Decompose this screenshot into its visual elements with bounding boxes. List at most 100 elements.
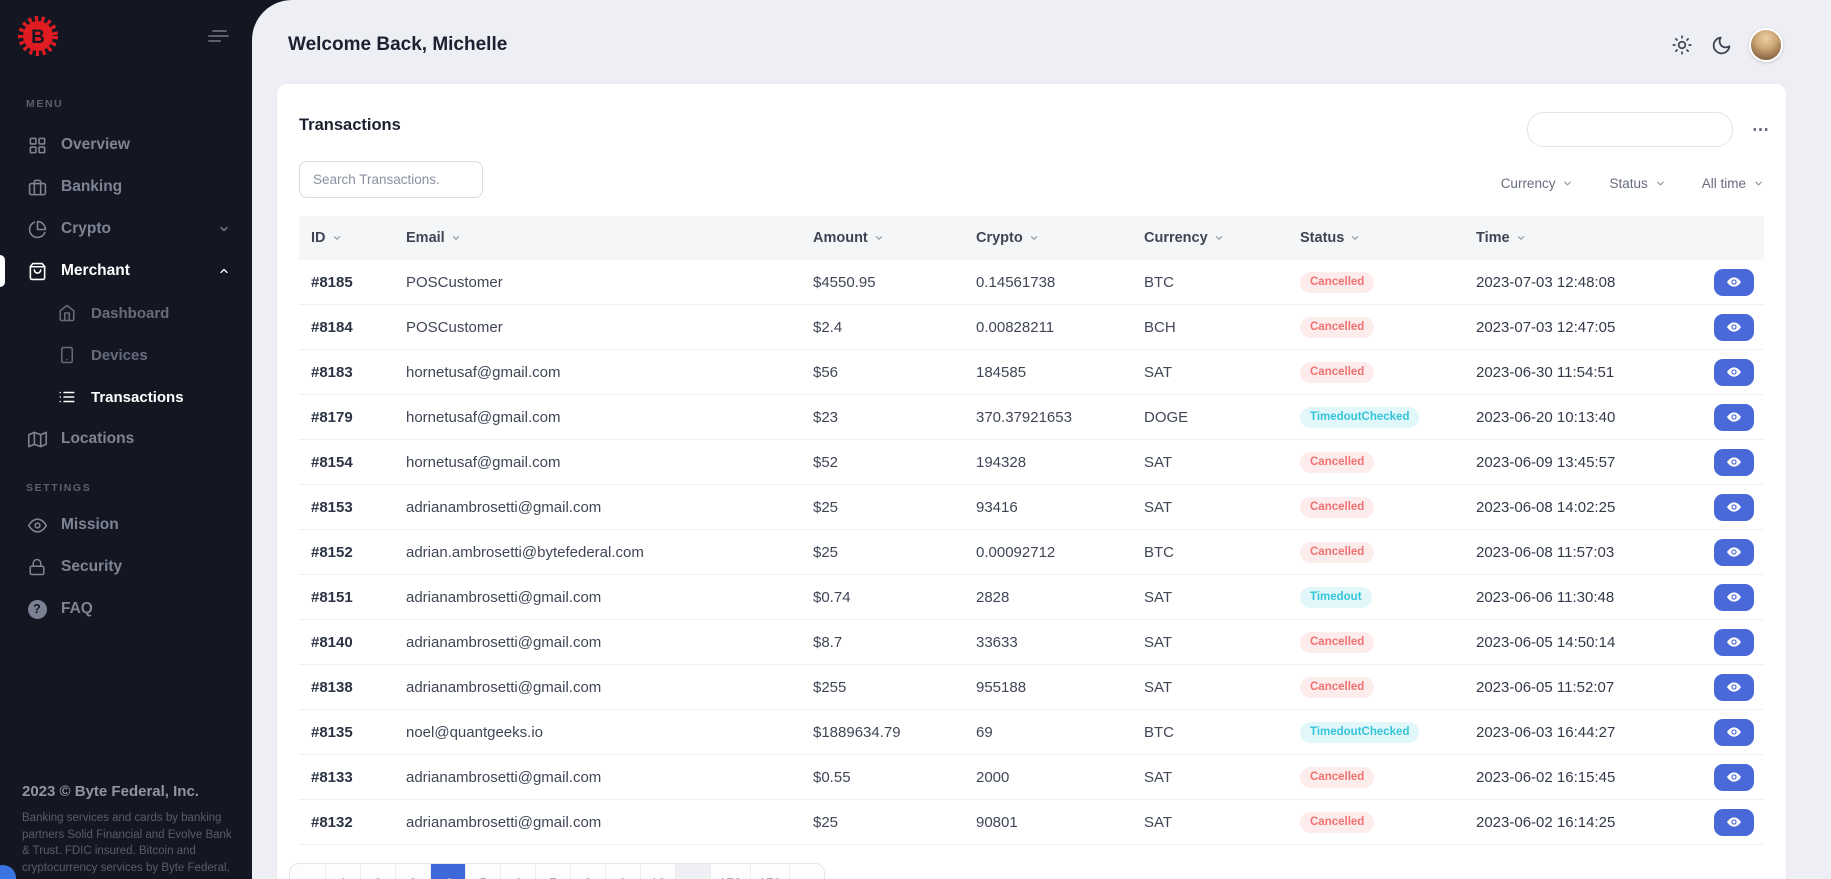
light-mode-sun-icon[interactable] bbox=[1671, 34, 1693, 56]
pagination-page-178[interactable]: 178 bbox=[710, 864, 750, 879]
sidebar-item-label: Banking bbox=[61, 178, 123, 195]
eye-icon bbox=[1727, 412, 1741, 422]
transactions-card: Transactions ⋯ Currency Status bbox=[277, 84, 1786, 879]
column-header-status[interactable]: Status bbox=[1300, 230, 1476, 246]
cell-email: adrian.ambrosetti@bytefederal.com bbox=[406, 543, 644, 561]
pagination-page-10[interactable]: 10 bbox=[640, 864, 675, 879]
view-transaction-button[interactable] bbox=[1714, 448, 1754, 476]
pagination-page-179[interactable]: 179 bbox=[749, 864, 790, 879]
column-header-currency[interactable]: Currency bbox=[1144, 230, 1300, 246]
sidebar-item-devices[interactable]: Devices bbox=[0, 334, 252, 376]
pagination-page-9[interactable]: 9 bbox=[605, 864, 640, 879]
pagination-page-8[interactable]: 8 bbox=[570, 864, 605, 879]
view-transaction-button[interactable] bbox=[1714, 268, 1754, 296]
cell-id: #8151 bbox=[311, 588, 353, 606]
byte-federal-logo-icon[interactable]: B bbox=[18, 16, 58, 56]
filter-label: Currency bbox=[1500, 176, 1556, 191]
sidebar-item-locations[interactable]: Locations bbox=[0, 418, 252, 460]
cell-time: 2023-06-05 14:50:14 bbox=[1476, 633, 1616, 651]
sidebar-item-dashboard[interactable]: Dashboard bbox=[0, 292, 252, 334]
cell-crypto: 0.00092712 bbox=[976, 543, 1056, 561]
search-input[interactable] bbox=[299, 161, 483, 198]
sort-chevron-icon bbox=[1215, 236, 1222, 240]
view-transaction-button[interactable] bbox=[1714, 808, 1754, 836]
sidebar-footer: 2023 © Byte Federal, Inc. Banking servic… bbox=[22, 783, 240, 879]
cell-currency: BTC bbox=[1144, 543, 1174, 561]
pagination-page-5[interactable]: 5 bbox=[465, 864, 500, 879]
cell-id: #8138 bbox=[311, 678, 353, 696]
view-transaction-button[interactable] bbox=[1714, 763, 1754, 791]
view-transaction-button[interactable] bbox=[1714, 493, 1754, 521]
cell-amount: $0.74 bbox=[813, 588, 851, 606]
column-header-amount[interactable]: Amount bbox=[813, 230, 976, 246]
sidebar-item-merchant[interactable]: Merchant bbox=[0, 250, 252, 292]
cell-id: #8179 bbox=[311, 408, 353, 426]
eye-icon bbox=[1727, 592, 1741, 602]
view-transaction-button[interactable] bbox=[1714, 403, 1754, 431]
date-range-input[interactable] bbox=[1527, 112, 1733, 147]
view-transaction-button[interactable] bbox=[1714, 583, 1754, 611]
table-row: #8132 adrianambrosetti@gmail.com $25 908… bbox=[299, 800, 1764, 845]
column-label: Amount bbox=[813, 230, 868, 246]
sidebar-item-security[interactable]: Security bbox=[0, 546, 252, 588]
sidebar-item-overview[interactable]: Overview bbox=[0, 124, 252, 166]
currency-filter-dropdown[interactable]: Currency bbox=[1501, 176, 1574, 191]
view-transaction-button[interactable] bbox=[1714, 358, 1754, 386]
cell-id: #8140 bbox=[311, 633, 353, 651]
pagination-page-7[interactable]: 7 bbox=[535, 864, 570, 879]
time-filter-dropdown[interactable]: All time bbox=[1702, 176, 1764, 191]
column-header-email[interactable]: Email bbox=[406, 230, 813, 246]
cell-email: hornetusaf@gmail.com bbox=[406, 408, 561, 426]
view-transaction-button[interactable] bbox=[1714, 538, 1754, 566]
eye-icon bbox=[1727, 277, 1741, 287]
status-badge: Timedout bbox=[1300, 586, 1372, 608]
cell-email: POSCustomer bbox=[406, 273, 503, 291]
user-avatar[interactable] bbox=[1749, 28, 1783, 62]
pagination-page-3[interactable]: 3 bbox=[395, 864, 430, 879]
cell-time: 2023-07-03 12:48:08 bbox=[1476, 273, 1616, 291]
eye-icon bbox=[1727, 502, 1741, 512]
cell-crypto: 0.00828211 bbox=[976, 318, 1055, 336]
dark-mode-moon-icon[interactable] bbox=[1710, 34, 1732, 56]
table-row: #8138 adrianambrosetti@gmail.com $255 95… bbox=[299, 665, 1764, 710]
sidebar-item-banking[interactable]: Banking bbox=[0, 166, 252, 208]
view-transaction-button[interactable] bbox=[1714, 673, 1754, 701]
main-area: Welcome Back, Michelle Transactions ⋯ bbox=[252, 0, 1831, 879]
table-row: #8184 POSCustomer $2.4 0.00828211 BCH Ca… bbox=[299, 305, 1764, 350]
cell-email: adrianambrosetti@gmail.com bbox=[406, 588, 602, 606]
sidebar-item-mission[interactable]: Mission bbox=[0, 504, 252, 546]
more-options-button[interactable]: ⋯ bbox=[1746, 116, 1776, 144]
view-transaction-button[interactable] bbox=[1714, 718, 1754, 746]
chat-widget-button[interactable] bbox=[0, 865, 16, 879]
pagination-ellipsis[interactable]: ... bbox=[675, 864, 710, 879]
pagination-page-2[interactable]: 2 bbox=[360, 864, 395, 879]
cell-email: adrianambrosetti@gmail.com bbox=[406, 813, 602, 831]
cell-crypto: 2000 bbox=[976, 768, 1010, 786]
sidebar-item-transactions[interactable]: Transactions bbox=[0, 376, 252, 418]
pagination-prev[interactable]: ‹ bbox=[290, 864, 325, 879]
status-badge: Cancelled bbox=[1300, 541, 1375, 563]
eye-icon bbox=[1727, 727, 1741, 737]
pagination-page-4[interactable]: 4 bbox=[430, 864, 465, 879]
column-header-crypto[interactable]: Crypto bbox=[976, 230, 1144, 246]
sidebar: B MENU Overview Banking Crypto Merchant … bbox=[0, 0, 252, 879]
sidebar-item-crypto[interactable]: Crypto bbox=[0, 208, 252, 250]
view-transaction-button[interactable] bbox=[1714, 628, 1754, 656]
pagination-next[interactable]: › bbox=[789, 864, 825, 879]
sidebar-item-faq[interactable]: ? FAQ bbox=[0, 588, 252, 630]
sidebar-collapse-toggle[interactable] bbox=[208, 27, 234, 45]
cell-time: 2023-06-02 16:14:25 bbox=[1476, 813, 1616, 831]
status-filter-dropdown[interactable]: Status bbox=[1609, 176, 1665, 191]
column-header-time[interactable]: Time bbox=[1476, 230, 1690, 246]
cell-amount: $25 bbox=[813, 543, 839, 561]
column-header-id[interactable]: ID bbox=[311, 230, 406, 246]
cell-time: 2023-06-08 11:57:03 bbox=[1476, 543, 1615, 561]
cell-email: hornetusaf@gmail.com bbox=[406, 453, 561, 471]
cell-id: #8154 bbox=[311, 453, 353, 471]
transactions-table: ID Email Amount Crypto Currency Status Time #8… bbox=[299, 216, 1764, 845]
pagination-page-6[interactable]: 6 bbox=[500, 864, 535, 879]
pagination-page-1[interactable]: 1 bbox=[325, 864, 360, 879]
eye-icon bbox=[1727, 547, 1741, 557]
status-badge: Cancelled bbox=[1300, 631, 1375, 653]
view-transaction-button[interactable] bbox=[1714, 313, 1754, 341]
